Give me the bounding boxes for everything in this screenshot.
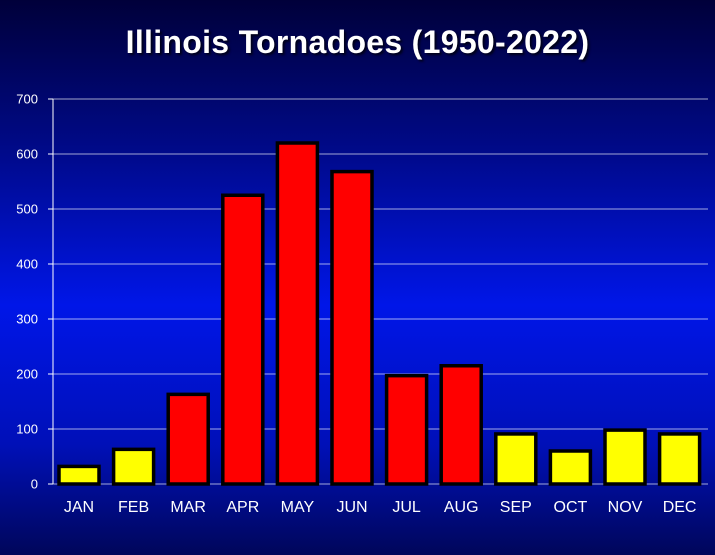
x-category-label: JAN — [64, 499, 94, 516]
y-tick-label: 700 — [16, 92, 38, 107]
bar-may — [275, 141, 320, 486]
bar-jul — [384, 373, 429, 486]
bar-apr — [221, 193, 265, 486]
x-axis-labels: JAN FEB MAR APR MAY JUN JUL AUG SEP OCT NOV DEC — [64, 499, 697, 516]
chart-title: Illinois Tornadoes (1950-2022) — [125, 24, 590, 60]
x-category-label: AUG — [444, 499, 479, 516]
x-category-label: JUL — [392, 499, 421, 516]
y-tick-label: 100 — [16, 422, 38, 437]
y-tick-label: 500 — [16, 202, 38, 217]
y-tick-label: 400 — [16, 257, 38, 272]
gridlines — [53, 98, 708, 485]
bars — [57, 141, 702, 486]
bar-nov — [603, 428, 647, 486]
bar-feb — [111, 447, 156, 486]
y-tick-label: 600 — [16, 147, 38, 162]
y-tick-label: 200 — [16, 367, 38, 382]
y-tick-label: 0 — [31, 477, 38, 492]
y-axis-ticks: 0 100 200 300 400 500 600 700 — [16, 92, 54, 492]
bar-jan — [57, 464, 101, 486]
x-category-label: OCT — [554, 499, 588, 516]
y-tick-label: 300 — [16, 312, 38, 327]
x-category-label: MAR — [170, 499, 206, 516]
bar-sep — [494, 432, 538, 486]
bar-dec — [657, 432, 702, 486]
x-category-label: NOV — [608, 499, 643, 516]
x-category-label: SEP — [500, 499, 532, 516]
x-category-label: DEC — [663, 499, 697, 516]
bar-jun — [330, 169, 374, 486]
bar-aug — [439, 364, 483, 486]
bar-mar — [166, 392, 210, 486]
bar-oct — [548, 449, 593, 486]
x-category-label: MAY — [281, 499, 315, 516]
x-category-label: JUN — [336, 499, 367, 516]
x-category-label: FEB — [118, 499, 149, 516]
x-category-label: APR — [226, 499, 259, 516]
